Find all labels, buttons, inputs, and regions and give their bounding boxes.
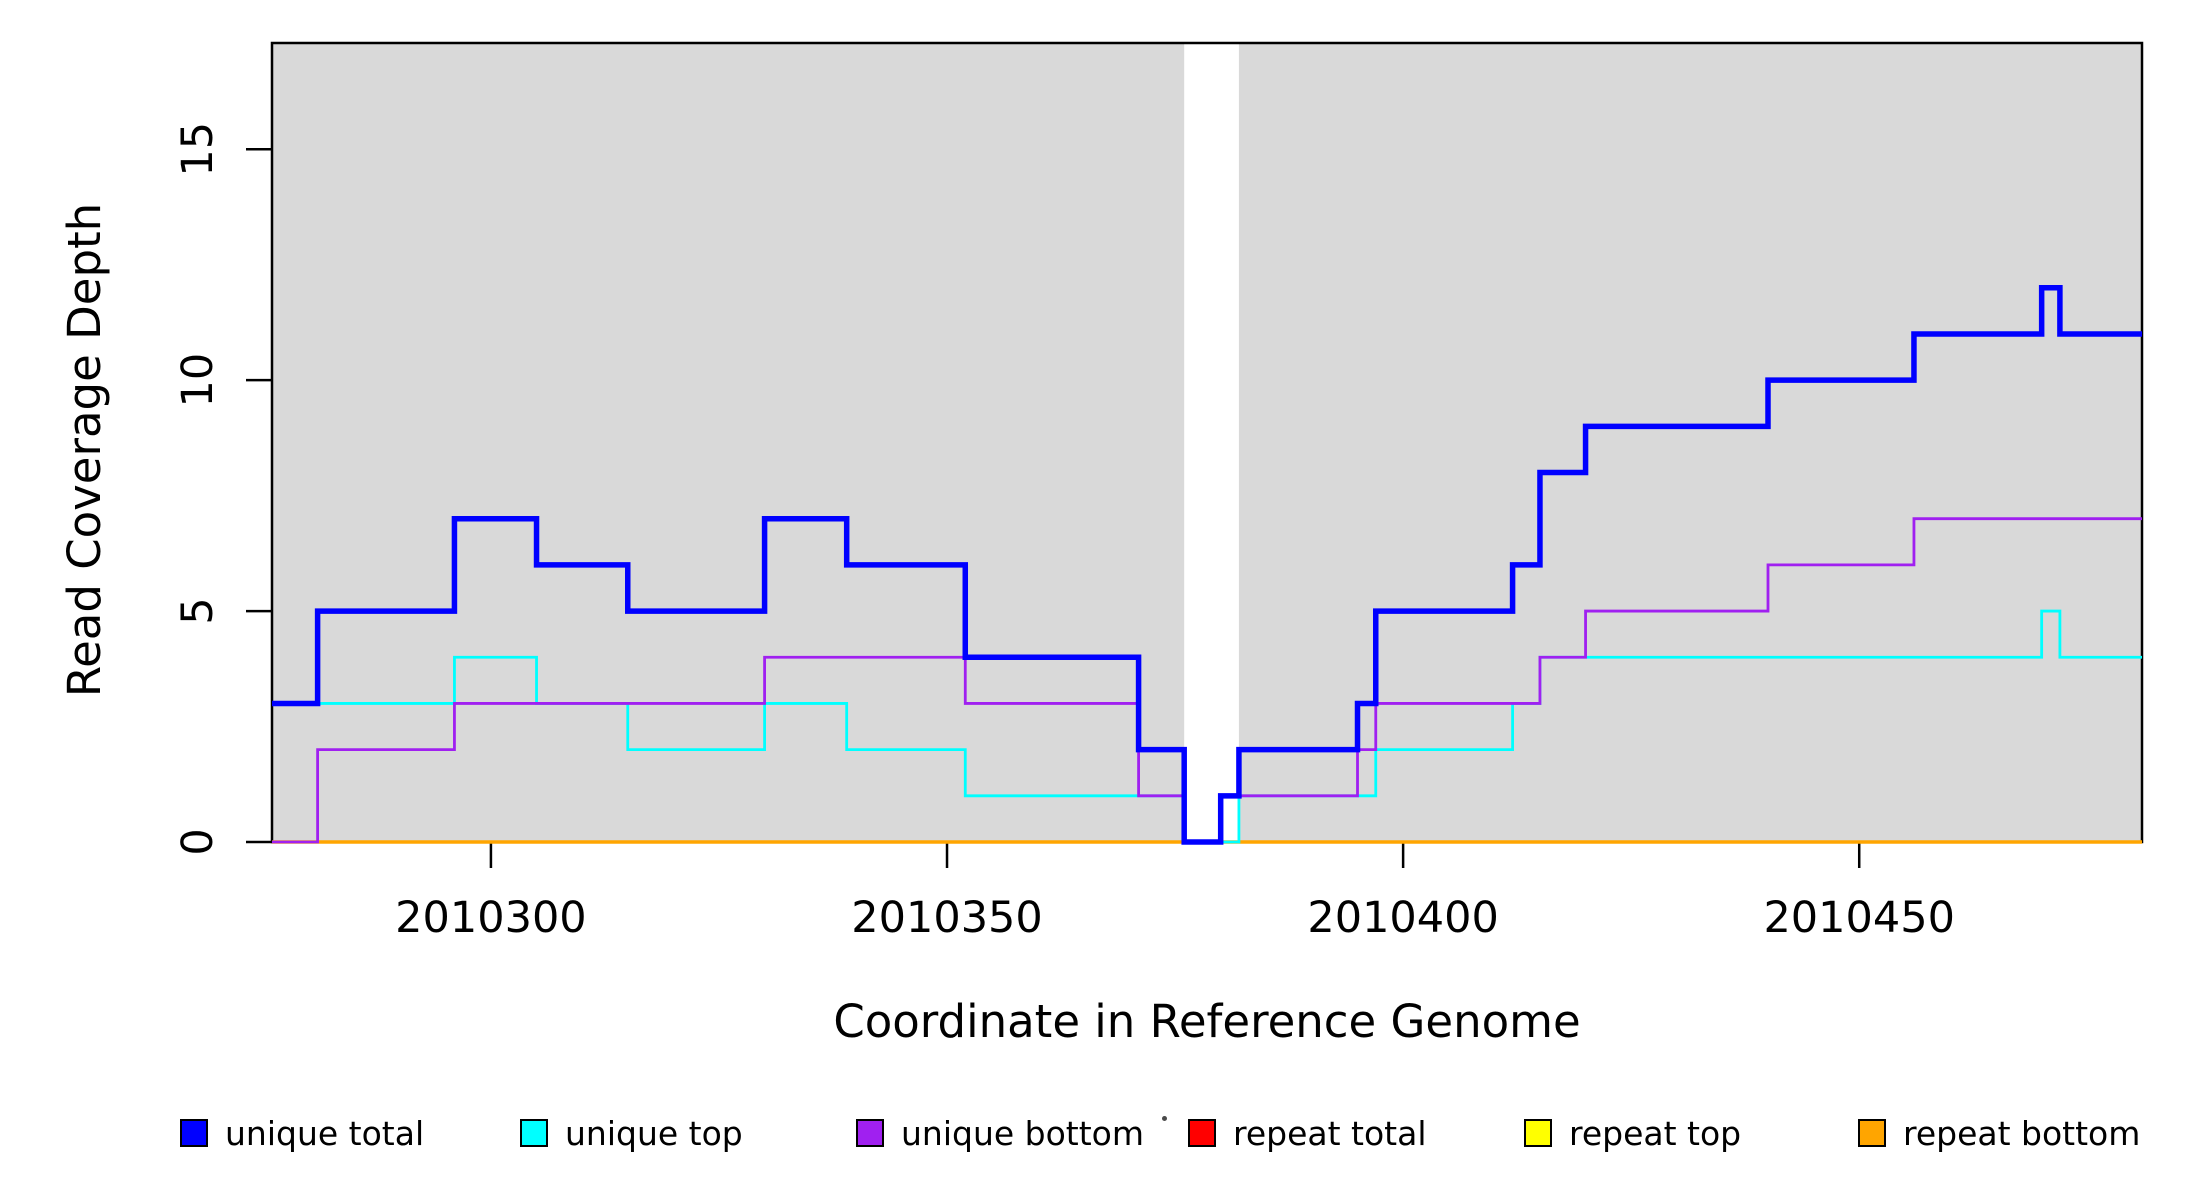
repeat-top-swatch-icon bbox=[1524, 1119, 1552, 1147]
x-tick-label: 2010300 bbox=[395, 893, 587, 943]
x-tick-label: 2010450 bbox=[1763, 893, 1955, 943]
legend-label: unique bottom bbox=[901, 1113, 1145, 1153]
y-tick-label: 5 bbox=[173, 597, 223, 624]
x-tick-label: 2010350 bbox=[851, 893, 1043, 943]
legend-item-unique-bottom: unique bottom bbox=[856, 1112, 1144, 1154]
legend-label: repeat total bbox=[1233, 1113, 1427, 1153]
unique-bottom-swatch-icon bbox=[856, 1119, 884, 1147]
x-axis: 2010300 2010350 2010400 2010450 bbox=[395, 842, 1955, 943]
x-axis-title: Coordinate in Reference Genome bbox=[833, 995, 1581, 1048]
legend-item-repeat-top: repeat top bbox=[1524, 1112, 1741, 1154]
y-tick-label: 0 bbox=[173, 828, 223, 855]
y-axis-title: Read Coverage Depth bbox=[58, 202, 111, 698]
series-line-unique-total bbox=[272, 285, 2142, 845]
legend-item-repeat-total: repeat total bbox=[1188, 1112, 1427, 1154]
legend-item-unique-total: unique total bbox=[180, 1112, 424, 1154]
legend-label: repeat bottom bbox=[1903, 1113, 2141, 1153]
coverage-gap-band bbox=[1184, 43, 1239, 842]
legend-label: unique total bbox=[225, 1113, 425, 1153]
y-tick-label: 10 bbox=[173, 353, 223, 408]
unique-top-swatch-icon bbox=[520, 1119, 548, 1147]
y-axis: 0 5 10 15 bbox=[173, 122, 272, 856]
stray-dot-artifact bbox=[1162, 1116, 1167, 1121]
legend-label: unique top bbox=[565, 1113, 743, 1153]
legend-item-unique-top: unique top bbox=[520, 1112, 743, 1154]
legend-label: repeat top bbox=[1569, 1113, 1742, 1153]
repeat-bottom-swatch-icon bbox=[1858, 1119, 1886, 1147]
x-tick-label: 2010400 bbox=[1307, 893, 1499, 943]
legend-item-repeat-bottom: repeat bottom bbox=[1858, 1112, 2140, 1154]
y-tick-label: 15 bbox=[173, 122, 223, 177]
unique-total-swatch-icon bbox=[180, 1119, 208, 1147]
repeat-total-swatch-icon bbox=[1188, 1119, 1216, 1147]
